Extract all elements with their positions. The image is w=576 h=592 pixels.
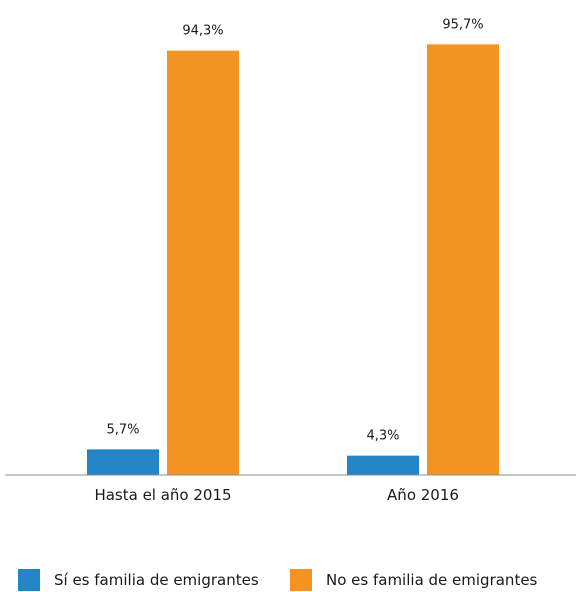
value-label-si-0: 5,7% bbox=[106, 422, 139, 437]
bar-si-1 bbox=[347, 455, 419, 475]
bar-no-1 bbox=[427, 44, 499, 475]
legend-item-si: Sí es familia de emigrantes bbox=[18, 568, 259, 592]
value-labels-layer: 5,7% 94,3% 4,3% 95,7% bbox=[106, 17, 483, 443]
value-label-no-1: 95,7% bbox=[442, 17, 483, 32]
x-tick-label-0: Hasta el año 2015 bbox=[94, 486, 231, 504]
legend-item-no: No es familia de emigrantes bbox=[290, 568, 537, 592]
x-tick-labels-layer: Hasta el año 2015 Año 2016 bbox=[94, 486, 459, 504]
value-label-si-1: 4,3% bbox=[366, 429, 399, 444]
legend-label-no: No es familia de emigrantes bbox=[326, 571, 538, 589]
bars-layer bbox=[87, 44, 499, 476]
legend-label-si: Sí es familia de emigrantes bbox=[54, 571, 259, 589]
value-label-no-0: 94,3% bbox=[182, 24, 223, 39]
x-tick-label-1: Año 2016 bbox=[387, 486, 459, 504]
legend: Sí es familia de emigrantes No es famili… bbox=[18, 568, 558, 592]
legend-swatch-si bbox=[18, 569, 40, 591]
bar-si-0 bbox=[87, 449, 159, 475]
bar-no-0 bbox=[167, 50, 239, 476]
legend-swatch-no bbox=[290, 569, 312, 591]
